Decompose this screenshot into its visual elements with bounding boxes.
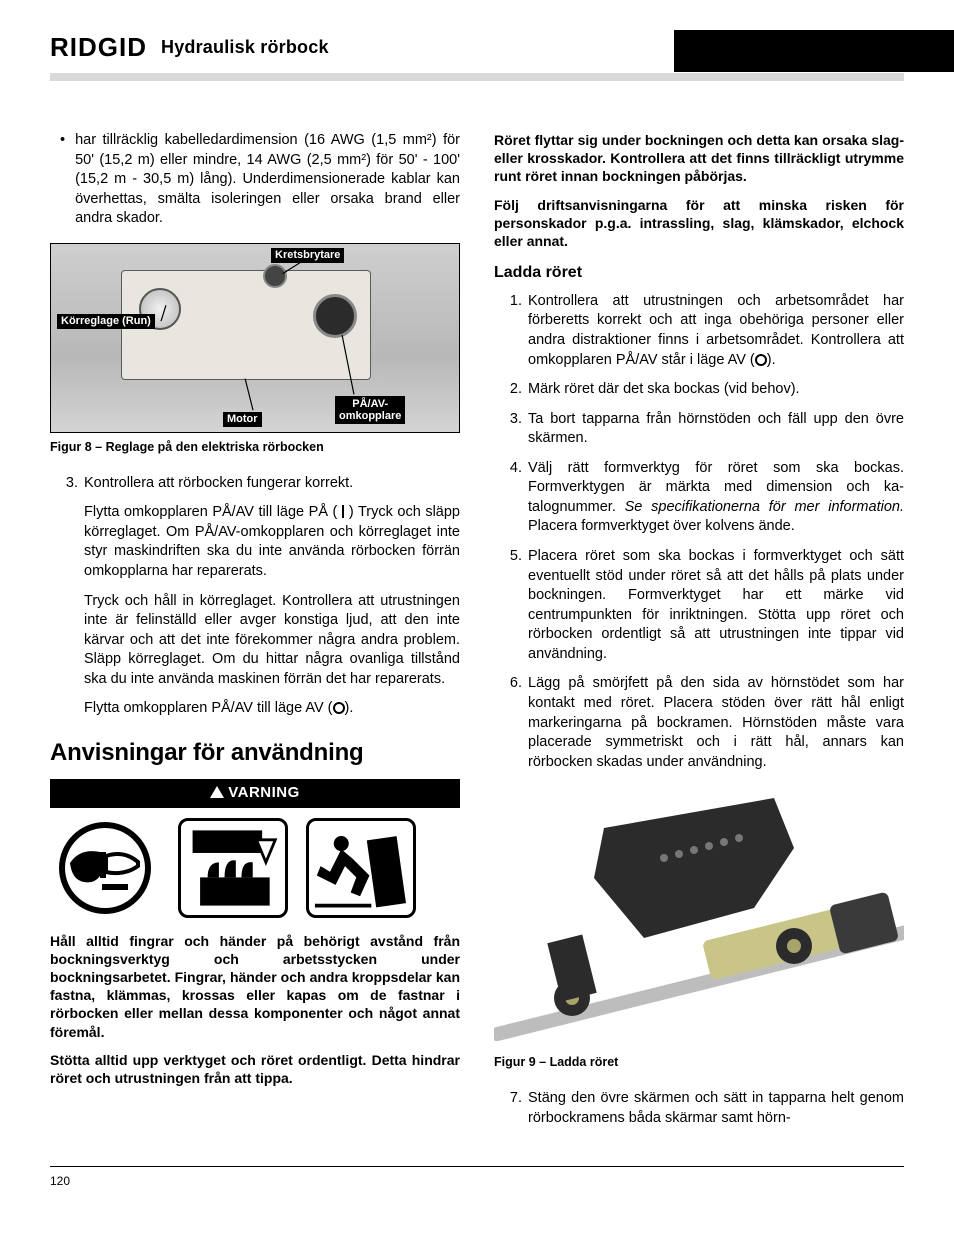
warning-paragraph-2: Stötta alltid upp verktyget och röret or… — [50, 1051, 460, 1087]
step-7-text: Stäng den övre skärmen och sätt in tappa… — [528, 1089, 904, 1128]
step-number-6: 6. — [504, 674, 522, 772]
off-symbol-icon — [755, 354, 767, 366]
step-3c-text: Tryck och håll in körreglaget. Kontrolle… — [84, 592, 460, 690]
cable-spec-text: har tillräcklig kabelledardimension (16 … — [75, 131, 460, 229]
step-2-text: Märk röret där det ska bockas (vid behov… — [528, 380, 904, 400]
crush-hazard-icon — [178, 818, 288, 918]
figure-8-caption: Figur 8 – Reglage på den elektriska rörb… — [50, 439, 460, 456]
step-3a-text: Kontrollera att rörbocken fungerar korre… — [84, 474, 460, 494]
step-3d-text: Flytta omkopplaren PÅ/AV till läge AV ()… — [84, 699, 460, 719]
warning-paragraph-3: Röret flyttar sig under bockningen och d… — [494, 131, 904, 186]
step-5-text: Placera röret som ska bockas i formverkt… — [528, 547, 904, 664]
load-pipe-heading: Ladda röret — [494, 262, 904, 284]
step-4-text: Välj rätt formverktyg för röret som ska … — [528, 459, 904, 537]
document-title: Hydraulisk rörbock — [161, 35, 329, 59]
step-number-1: 1. — [504, 292, 522, 370]
step-number-4: 4. — [504, 459, 522, 537]
brand-logo: RIDGID — [50, 30, 147, 65]
figure-9-image — [494, 788, 904, 1048]
usage-instructions-heading: Anvisningar för användning — [50, 737, 460, 769]
warning-paragraph-4: Följ driftsanvisningarna för att minska … — [494, 196, 904, 251]
warning-paragraph-1: Håll alltid fingrar och händer på behöri… — [50, 932, 460, 1041]
page-number: 120 — [50, 1174, 70, 1188]
off-symbol-icon — [333, 702, 345, 714]
warning-triangle-icon — [210, 786, 224, 798]
tipping-hazard-icon — [306, 818, 416, 918]
header-black-bar — [674, 30, 954, 72]
step-3r-text: Ta bort tapparna från hörnstöden och fäl… — [528, 410, 904, 449]
safety-glasses-icon — [50, 818, 160, 918]
step-1-text: Kontrollera att utrustningen och arbetso… — [528, 292, 904, 370]
step-number-5: 5. — [504, 547, 522, 664]
step-number-3r: 3. — [504, 410, 522, 449]
figure-9-caption: Figur 9 – Ladda röret — [494, 1054, 904, 1071]
step-3b-text: Flytta omkopplaren PÅ/AV till läge PÅ ( … — [84, 503, 460, 581]
bullet-dot: • — [60, 131, 65, 229]
figure-8-image: Körreglage (Run) Kretsbrytare Motor PÅ/A… — [50, 243, 460, 433]
step-number-2: 2. — [504, 380, 522, 400]
step-number-3: 3. — [60, 474, 78, 494]
step-6-text: Lägg på smörjfett på den sida av hörnstö… — [528, 674, 904, 772]
warning-bar: VARNING — [50, 779, 460, 807]
step-number-7: 7. — [504, 1089, 522, 1128]
header-rule — [50, 73, 904, 81]
